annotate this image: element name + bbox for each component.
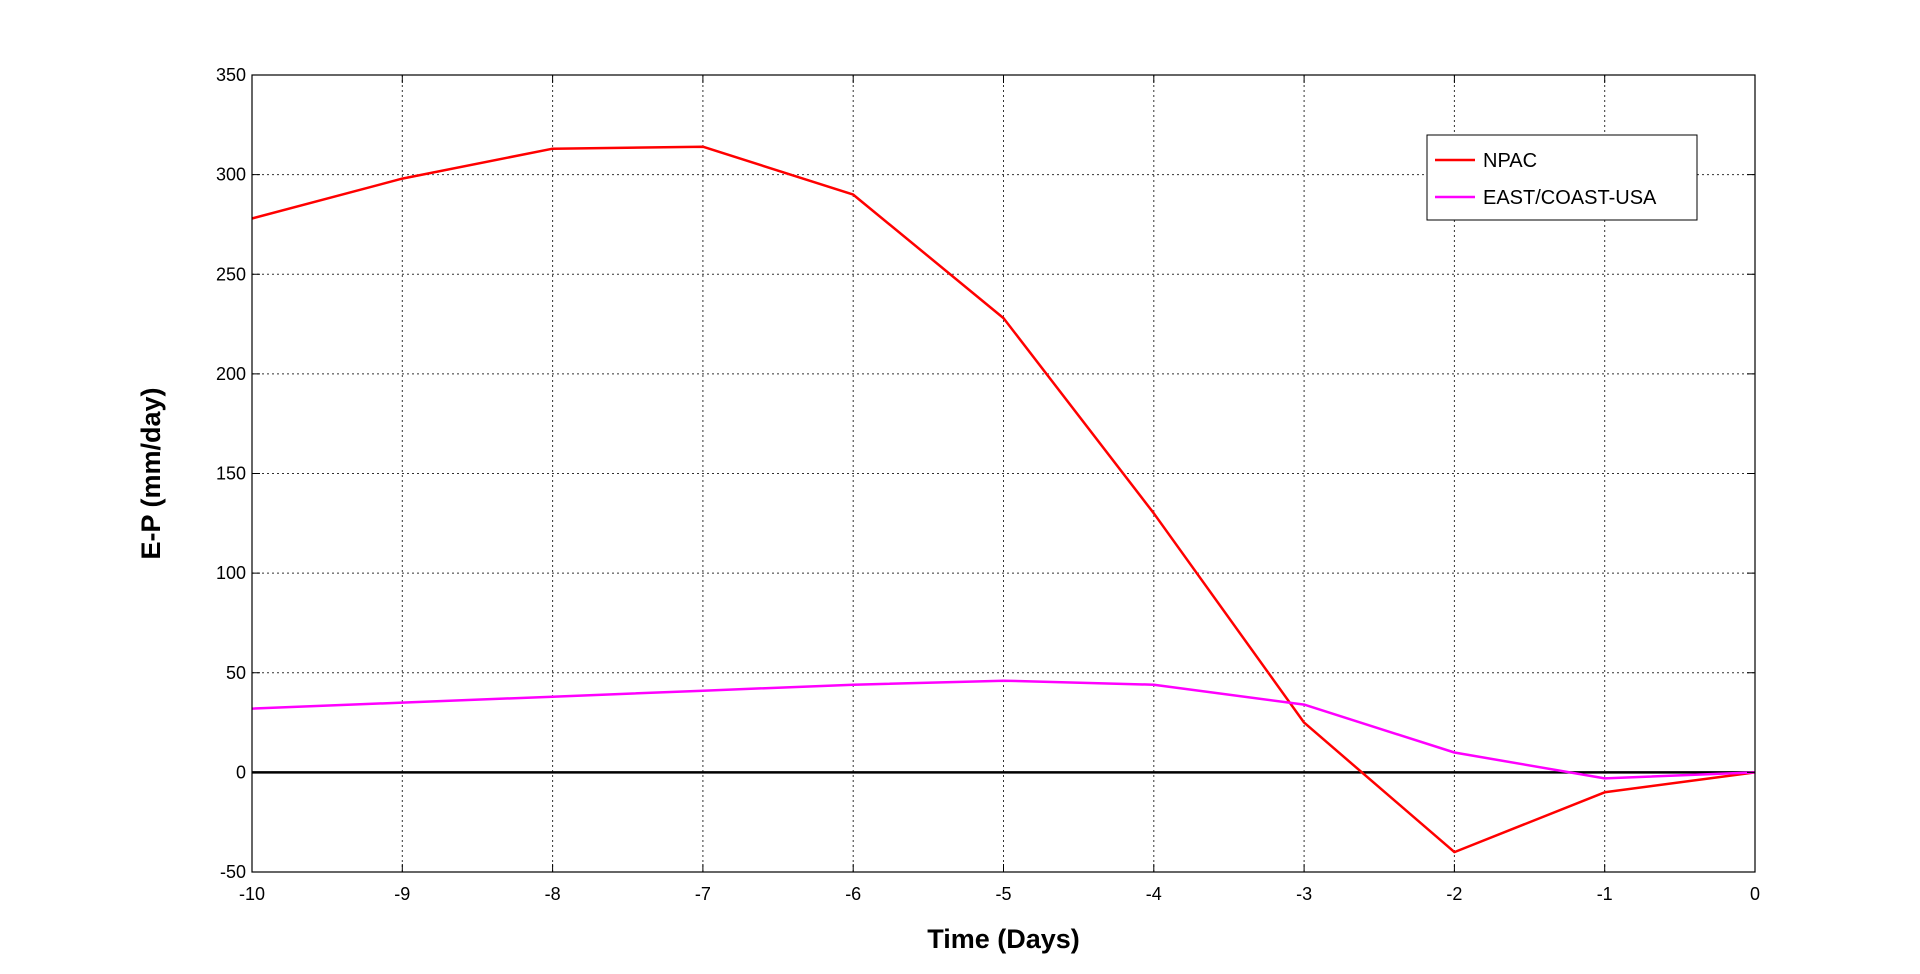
x-tick-label: -5 — [995, 884, 1011, 904]
x-tick-label: -8 — [545, 884, 561, 904]
y-tick-labels: -50 0 50 100 150 200 250 300 350 — [216, 65, 246, 882]
series-line-npac — [251, 145, 1756, 854]
x-tick-label: -1 — [1597, 884, 1613, 904]
y-tick-label: 50 — [226, 663, 246, 683]
tick-marks — [251, 74, 1756, 873]
y-tick-label: 200 — [216, 364, 246, 384]
series-layer — [251, 145, 1756, 854]
y-tick-label: -50 — [220, 862, 246, 882]
legend-label-east-coast-usa: EAST/COAST-USA — [1483, 187, 1657, 209]
legend-label-npac: NPAC — [1483, 150, 1537, 172]
x-tick-label: 0 — [1750, 884, 1760, 904]
x-tick-label: -9 — [394, 884, 410, 904]
y-tick-label: 250 — [216, 264, 246, 284]
series-line-east-coast-usa — [251, 679, 1756, 780]
x-tick-label: -4 — [1146, 884, 1162, 904]
x-tick-label: -3 — [1296, 884, 1312, 904]
x-tick-label: -2 — [1446, 884, 1462, 904]
grid — [252, 75, 1755, 872]
y-tick-label: 150 — [216, 464, 246, 484]
y-tick-label: 100 — [216, 563, 246, 583]
legend-box — [1426, 134, 1698, 221]
y-tick-label: 0 — [236, 762, 246, 782]
y-tick-label: 350 — [216, 65, 246, 85]
x-tick-label: -6 — [845, 884, 861, 904]
x-tick-labels: -10 -9 -8 -7 -6 -5 -4 -3 -2 -1 0 — [239, 884, 1760, 904]
y-axis-title: E-P (mm/day) — [136, 387, 166, 559]
x-axis-title: Time (Days) — [927, 924, 1080, 954]
legend: NPAC EAST/COAST-USA — [1426, 134, 1698, 221]
y-tick-label: 300 — [216, 165, 246, 185]
x-tick-label: -10 — [239, 884, 265, 904]
x-tick-label: -7 — [695, 884, 711, 904]
